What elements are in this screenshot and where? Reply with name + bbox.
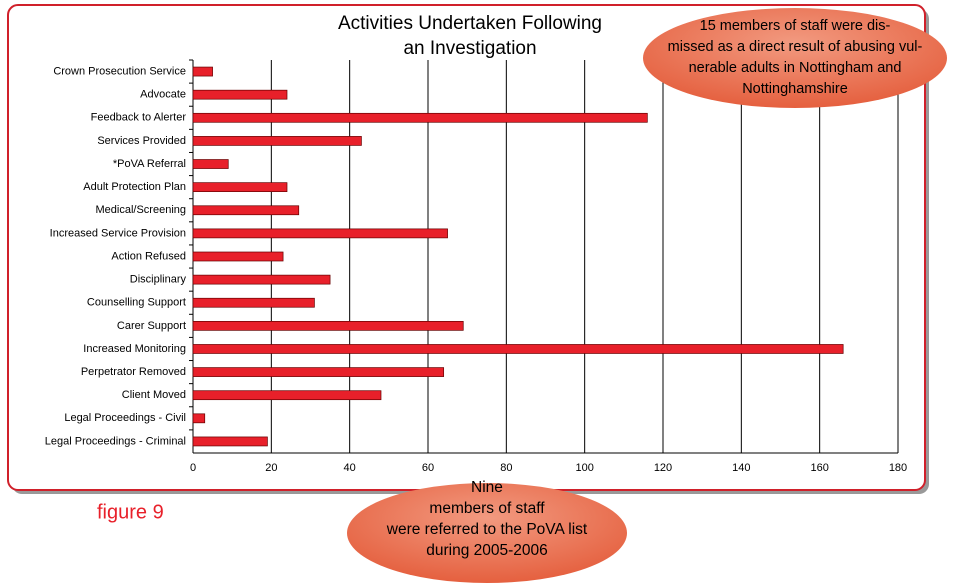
bar	[192, 390, 382, 401]
y-tick-label: Medical/Screening	[96, 204, 187, 216]
y-tick-label: Perpetrator Removed	[81, 366, 186, 378]
bar	[192, 274, 331, 285]
callout-text: were referred to the PoVA list	[386, 521, 588, 538]
y-tick-label: Increased Service Provision	[50, 227, 186, 239]
bar	[192, 251, 284, 262]
callout-bubble	[347, 483, 627, 583]
y-tick-label: Services Provided	[97, 135, 186, 147]
x-tick-label: 160	[810, 462, 828, 474]
bar	[192, 436, 268, 447]
bar	[192, 136, 362, 146]
y-tick-label: Feedback to Alerter	[91, 112, 187, 124]
callout-bubble	[643, 8, 947, 108]
callout-text: Nottinghamshire	[742, 81, 848, 97]
y-tick-label: Crown Prosecution Service	[53, 65, 186, 77]
y-tick-label: Action Refused	[111, 250, 186, 262]
x-tick-label: 180	[889, 462, 907, 474]
caption: figure 9	[97, 501, 164, 523]
y-tick-label: Legal Proceedings - Civil	[64, 412, 186, 424]
callout-text: 15 members of staff were dis-	[700, 18, 891, 34]
x-tick-label: 140	[732, 462, 750, 474]
y-tick-label: Increased Monitoring	[83, 343, 186, 355]
bar	[192, 413, 206, 424]
x-tick-label: 120	[654, 462, 672, 474]
y-tick-label: Disciplinary	[130, 274, 187, 286]
y-tick-label: *PoVA Referral	[113, 158, 186, 170]
y-tick-label: Counselling Support	[87, 297, 186, 309]
y-tick-label: Legal Proceedings - Criminal	[45, 435, 186, 447]
x-tick-label: 60	[422, 462, 434, 474]
callout-text: during 2005-2006	[426, 542, 548, 559]
bar	[192, 367, 445, 377]
chart-title: an Investigation	[403, 38, 536, 59]
bar	[192, 321, 464, 331]
chart-title: Activities Undertaken Following	[338, 13, 602, 34]
y-tick-label: Carer Support	[117, 320, 186, 332]
x-tick-label: 40	[344, 462, 356, 474]
x-tick-label: 100	[575, 462, 593, 474]
y-tick-label: Client Moved	[122, 389, 186, 401]
callout-text: missed as a direct result of abusing vul…	[668, 39, 923, 55]
y-tick-label: Advocate	[140, 89, 186, 101]
bar	[192, 112, 648, 123]
bar	[192, 297, 315, 308]
bar	[192, 344, 844, 354]
bar	[192, 182, 288, 192]
y-tick-label: Adult Protection Plan	[83, 181, 186, 193]
bar	[192, 159, 229, 169]
callout-text: Nine	[471, 479, 503, 496]
callout-text: nerable adults in Nottingham and	[689, 60, 902, 76]
bar	[192, 228, 448, 239]
x-tick-label: 80	[500, 462, 512, 474]
bar	[192, 89, 288, 100]
x-tick-label: 20	[265, 462, 277, 474]
callout-text: members of staff	[429, 500, 545, 517]
bar	[192, 66, 213, 77]
x-tick-label: 0	[190, 462, 196, 474]
bar	[192, 205, 300, 216]
